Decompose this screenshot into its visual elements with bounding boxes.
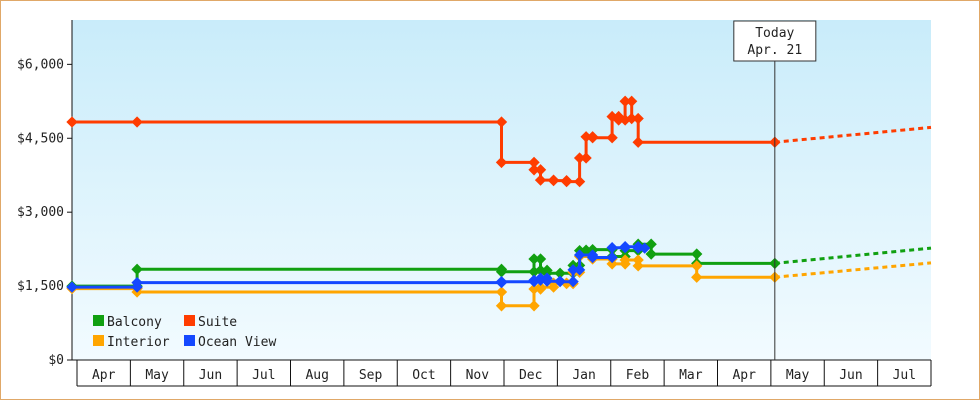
today-label-line2: Apr. 21: [747, 43, 802, 58]
data-point-interior[interactable]: [691, 260, 703, 272]
data-point-interior[interactable]: [632, 260, 644, 272]
legend-swatch-ocean-view: [184, 335, 195, 346]
legend-item-suite: Suite: [184, 315, 237, 330]
data-point-ocean-view[interactable]: [131, 276, 143, 289]
x-tick-label: Jul: [893, 368, 916, 383]
data-point-balcony[interactable]: [528, 253, 540, 265]
x-tick-label: Mar: [679, 368, 703, 383]
x-tick-label: Apr: [732, 368, 756, 383]
series-layer: [66, 95, 932, 312]
data-point-balcony[interactable]: [645, 248, 657, 260]
series-suite: [66, 95, 932, 188]
x-axis: Apr May Jun Jul Aug Sep Oct Nov Dec Jan Feb Mar Apr M…: [72, 359, 932, 387]
today-marker: Today Apr. 21: [733, 20, 817, 360]
legend-label-interior: Interior: [107, 335, 170, 350]
legend-label-ocean-view: Ocean View: [198, 335, 276, 350]
data-point-ocean-view[interactable]: [632, 242, 644, 254]
data-point-interior[interactable]: [534, 281, 547, 293]
data-point-balcony[interactable]: [580, 244, 592, 256]
series-interior: [66, 250, 932, 312]
legend-label-suite: Suite: [198, 315, 237, 330]
data-point-suite[interactable]: [606, 132, 618, 144]
data-point-ocean-view[interactable]: [619, 241, 631, 253]
data-point-ocean-view[interactable]: [573, 264, 586, 276]
x-tick-label: Aug: [305, 368, 328, 383]
data-point-suite[interactable]: [534, 174, 547, 186]
data-point-ocean-view[interactable]: [567, 275, 579, 288]
data-point-suite[interactable]: [534, 164, 547, 176]
data-point-suite[interactable]: [573, 152, 586, 164]
data-point-suite[interactable]: [586, 132, 599, 144]
data-point-balcony[interactable]: [131, 263, 143, 275]
x-tick-label: Jul: [252, 368, 275, 383]
data-point-ocean-view[interactable]: [554, 275, 566, 288]
data-point-interior[interactable]: [495, 300, 508, 312]
data-point-interior[interactable]: [606, 258, 618, 270]
today-box: [733, 20, 817, 62]
data-point-suite[interactable]: [547, 174, 560, 187]
y-tick-label: $6,000: [17, 57, 64, 72]
data-point-ocean-view[interactable]: [606, 241, 618, 254]
data-point-suite[interactable]: [573, 175, 586, 188]
y-axis: $0 $1,500 $3,000 $4,500 $6,000: [17, 20, 73, 368]
data-point-interior[interactable]: [691, 271, 703, 283]
forecast-line-interior: [774, 261, 932, 279]
y-tick-label: $4,500: [17, 131, 64, 146]
data-point-ocean-view[interactable]: [541, 275, 553, 287]
y-tick-label: $0: [48, 353, 64, 368]
data-point-suite[interactable]: [528, 164, 540, 176]
today-label-line1: Today: [755, 26, 794, 41]
data-point-interior[interactable]: [528, 300, 540, 312]
x-tick-label: May: [145, 368, 169, 383]
data-point-suite[interactable]: [495, 156, 508, 169]
data-point-suite[interactable]: [580, 152, 592, 164]
legend-item-ocean-view: Ocean View: [184, 335, 276, 350]
legend: Balcony Suite Interior Ocean View: [93, 315, 276, 350]
legend-item-balcony: Balcony: [93, 315, 162, 330]
data-point-ocean-view[interactable]: [495, 275, 508, 288]
x-tick-label: Oct: [412, 368, 435, 383]
data-point-balcony[interactable]: [534, 253, 547, 265]
x-tick-label: Jun: [199, 368, 222, 383]
x-tick-label: Sep: [359, 368, 383, 383]
data-point-ocean-view[interactable]: [573, 249, 586, 261]
data-point-interior[interactable]: [495, 286, 508, 298]
legend-swatch-interior: [93, 335, 104, 346]
data-point-suite[interactable]: [528, 156, 540, 169]
x-tick-label: Dec: [519, 368, 542, 383]
data-point-interior[interactable]: [619, 254, 631, 266]
data-point-interior[interactable]: [632, 254, 644, 266]
legend-label-balcony: Balcony: [107, 315, 162, 330]
legend-item-interior: Interior: [93, 335, 170, 350]
data-point-suite[interactable]: [560, 175, 573, 188]
x-tick-label: Jan: [572, 368, 595, 383]
data-point-balcony[interactable]: [554, 267, 566, 279]
series-ocean-view: [66, 241, 651, 293]
data-point-suite[interactable]: [632, 136, 644, 148]
data-point-balcony[interactable]: [495, 266, 508, 278]
legend-swatch-suite: [184, 315, 195, 326]
x-tick-label: Nov: [466, 368, 490, 383]
x-tick-label: May: [786, 368, 810, 383]
y-tick-label: $3,000: [17, 205, 64, 220]
forecast-line-balcony: [774, 246, 932, 265]
x-tick-label: Feb: [626, 368, 650, 383]
data-point-balcony[interactable]: [691, 248, 703, 260]
data-point-ocean-view[interactable]: [567, 264, 579, 276]
y-tick-label: $1,500: [17, 279, 64, 294]
legend-swatch-balcony: [93, 315, 104, 326]
x-tick-label: Apr: [92, 368, 116, 383]
data-point-ocean-view[interactable]: [639, 242, 651, 254]
forecast-line-suite: [774, 125, 932, 144]
x-tick-label: Jun: [839, 368, 862, 383]
